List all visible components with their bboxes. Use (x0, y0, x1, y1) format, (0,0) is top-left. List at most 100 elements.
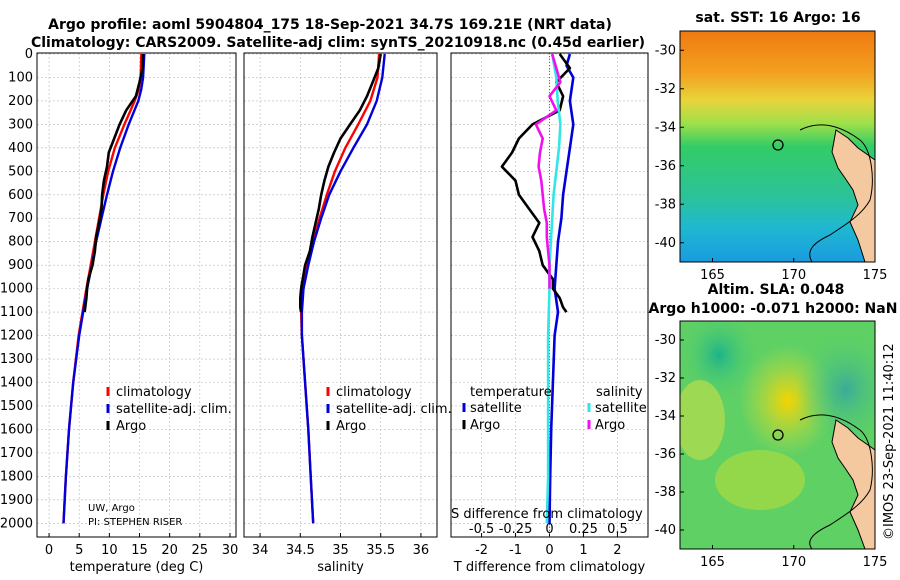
header-line1: Argo profile: aoml 5904804_175 18-Sep-20… (48, 17, 612, 33)
map-y-tick-label: -30 (655, 43, 676, 58)
legend-label: satellite (595, 401, 647, 416)
header-line2: Climatology: CARS2009. Satellite-adj cli… (31, 35, 645, 51)
map-x-tick-label: 165 (700, 268, 725, 283)
legend-label: Argo (336, 419, 366, 434)
map-x-tick-label: 175 (863, 555, 888, 570)
series-satellite-adj.-clim. (300, 53, 386, 524)
y-tick-label: 900 (8, 258, 33, 273)
map-y-tick-label: -34 (655, 120, 676, 135)
map-y-tick-label: -32 (655, 82, 676, 97)
legend-label: temperature (470, 385, 552, 400)
legend-label: Argo (470, 418, 500, 433)
sla-subtitle: Argo h1000: -0.071 h2000: NaN (649, 301, 898, 317)
map-x-tick-label: 165 (700, 555, 725, 570)
s-diff-tick-label: -0.5 (469, 522, 494, 537)
legend-label: Argo (116, 419, 146, 434)
map-y-tick-label: -30 (655, 333, 676, 348)
x-tick-label: 36 (413, 543, 430, 558)
map-x-tick-label: 175 (863, 268, 888, 283)
profile-panel-3: -2 -1 0 1 2 T difference from climatology (450, 52, 649, 575)
x-tick-label: 34 (252, 543, 269, 558)
x-tick-label: 35 (332, 543, 349, 558)
y-tick-label: 800 (8, 235, 33, 250)
legend-label: satellite (470, 401, 522, 416)
legend-label: satellite-adj. clim. (336, 402, 452, 417)
y-tick-label: 1500 (0, 399, 33, 414)
y-tick-label: 1300 (0, 352, 33, 367)
legend-label: climatology (336, 385, 412, 400)
imos-stamp: ©IMOS 23-Sep-2021 11:40:12 (882, 343, 897, 540)
y-tick-label: 1100 (0, 305, 33, 320)
map-y-tick-label: -34 (655, 409, 676, 424)
sla-title: Altim. SLA: 0.048 (708, 282, 845, 298)
x-tick-label: 0 (45, 543, 53, 558)
y-tick-label: 1800 (0, 469, 33, 484)
s-diff-tick-label: 0.25 (569, 522, 598, 537)
sst-map: sat. SST: 16 Argo: 16 165 170 175 -30 -32 -34… (655, 10, 888, 283)
x-tick-label: -1 (509, 543, 522, 558)
profile-panel-1: 0 5 10 15 20 25 300100200300400500600700800900… (0, 47, 238, 575)
series-argo (298, 53, 382, 313)
s-diff-tick-label: -0.25 (499, 522, 533, 537)
x-axis-label: T difference from climatology (453, 560, 646, 575)
x-tick-label: -2 (475, 543, 488, 558)
series-salinity-satellite (545, 53, 562, 524)
y-tick-label: 200 (8, 94, 33, 109)
sst-title: sat. SST: 16 Argo: 16 (695, 10, 860, 26)
x-tick-label: 0 (545, 543, 553, 558)
x-axis-label: salinity (317, 560, 364, 575)
x-tick-label: 20 (161, 543, 178, 558)
y-tick-label: 600 (8, 188, 33, 203)
y-tick-label: 1000 (0, 282, 33, 297)
x-tick-label: 35.5 (366, 543, 395, 558)
map-x-tick-label: 170 (781, 268, 806, 283)
series-salinity-argo (534, 53, 562, 289)
map-y-tick-label: -32 (655, 371, 676, 386)
map-y-tick-label: -40 (655, 236, 676, 251)
y-tick-label: 1700 (0, 446, 33, 461)
y-tick-label: 0 (25, 47, 33, 62)
y-tick-label: 500 (8, 164, 33, 179)
y-tick-label: 1400 (0, 375, 33, 390)
legend-label: climatology (116, 385, 192, 400)
sla-contour (799, 414, 873, 549)
map-x-tick-label: 170 (781, 555, 806, 570)
x-tick-label: 1 (579, 543, 587, 558)
y-tick-label: 400 (8, 141, 33, 156)
map-y-tick-label: -36 (655, 447, 676, 462)
x-tick-label: 25 (192, 543, 209, 558)
sla-argo-marker (772, 429, 784, 441)
sla-map: Altim. SLA: 0.048 Argo h1000: -0.071 h20… (649, 282, 898, 570)
sst-contour (799, 124, 873, 262)
y-tick-label: 1200 (0, 329, 33, 344)
y-tick-label: 300 (8, 117, 33, 132)
series-temperature-satellite (548, 53, 575, 524)
map-y-tick-label: -38 (655, 197, 676, 212)
credit-line2: PI: STEPHEN RISER (88, 517, 182, 528)
y-tick-label: 100 (8, 70, 33, 85)
legend-label: salinity (596, 385, 643, 400)
s-diff-tick-label: 0.5 (607, 522, 628, 537)
s-diff-label: S difference from climatology (451, 507, 643, 522)
profile-panel-2: 34 34.5 35 35.5 36 salinity (243, 52, 438, 575)
x-tick-label: 34.5 (286, 543, 315, 558)
legend-label: satellite-adj. clim. (116, 402, 232, 417)
map-y-tick-label: -38 (655, 485, 676, 500)
sst-land (831, 129, 875, 262)
x-tick-label: 15 (131, 543, 148, 558)
map-y-tick-label: -36 (655, 159, 676, 174)
x-tick-label: 2 (613, 543, 621, 558)
x-tick-label: 10 (101, 543, 118, 558)
credit-line1: UW, Argo (88, 503, 135, 514)
x-axis-label: temperature (deg C) (70, 560, 204, 575)
s-diff-tick-label: 0 (545, 522, 553, 537)
sst-argo-marker (772, 139, 784, 151)
x-tick-label: 30 (222, 543, 239, 558)
series-argo (83, 53, 145, 313)
x-tick-label: 5 (75, 543, 83, 558)
legend-3: temperaturesatelliteArgosalinitysatellit… (451, 385, 647, 537)
y-tick-label: 1900 (0, 493, 33, 508)
y-tick-label: 700 (8, 211, 33, 226)
sla-land (831, 419, 875, 549)
